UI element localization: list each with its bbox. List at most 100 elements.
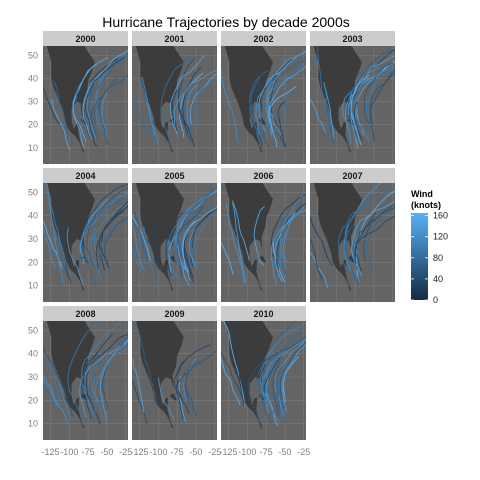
hurricane-track: [132, 246, 145, 279]
hurricane-track: [176, 205, 205, 276]
hurricane-track: [310, 236, 323, 280]
hurricane-track: [95, 204, 128, 269]
y-tick-label: 10: [28, 143, 38, 153]
x-tick-label: -25: [208, 447, 221, 457]
hurricane-track: [316, 46, 332, 141]
y-tick-label: 30: [28, 97, 38, 107]
y-tick-label: 30: [28, 234, 38, 244]
x-tick-label: -75: [171, 447, 184, 457]
hurricane-track: [189, 73, 217, 125]
hurricane-track: [249, 102, 261, 144]
gulf-of-california: [145, 372, 151, 394]
hurricane-track: [72, 57, 109, 149]
hurricane-track: [231, 323, 245, 407]
hurricane-track: [176, 359, 186, 403]
facet-label: 2010: [253, 309, 273, 319]
hurricane-track: [51, 98, 71, 151]
y-tick-label: 20: [28, 257, 38, 267]
hurricane-track: [186, 84, 199, 127]
facet-strip: [43, 168, 128, 183]
hurricane-track: [134, 211, 148, 261]
x-tick-label: -25: [297, 447, 310, 457]
hurricane-track: [169, 55, 205, 134]
hurricane-track: [280, 342, 306, 409]
hurricane-track: [277, 372, 287, 425]
hurricane-track: [355, 62, 395, 136]
facet-strip: [310, 168, 395, 183]
hurricane-track: [268, 86, 297, 148]
facet-panels: 2000 2001 2002 2003 2004 2005 2006 2007 2008 2009…: [43, 31, 395, 440]
hurricane-track: [98, 100, 109, 146]
hurricane-track: [172, 200, 217, 266]
hurricane-track: [99, 340, 128, 423]
hurricane-track: [221, 241, 234, 275]
y-tick-label: 20: [28, 120, 38, 130]
x-tick-label: -50: [100, 447, 113, 457]
hurricane-track: [81, 321, 122, 416]
hurricane-track: [66, 227, 85, 286]
x-tick-label: -100: [238, 447, 256, 457]
hurricane-track: [177, 88, 189, 133]
land-mass: [347, 255, 356, 263]
hurricane-track: [184, 349, 217, 406]
hurricane-track: [253, 206, 265, 266]
hurricane-track: [93, 74, 128, 126]
hurricane-track: [132, 213, 151, 261]
facet-panel-2002: 2002: [221, 31, 306, 164]
hurricane-track: [260, 337, 306, 414]
facet-strip: [132, 306, 217, 321]
facet-label: 2001: [164, 34, 184, 44]
y-axes: 10 20 30 40 50 10 20 30 40 50 10 20 30 40 50: [28, 50, 38, 428]
hurricane-track: [261, 365, 269, 402]
hurricane-track: [221, 351, 245, 404]
hurricane-track: [173, 69, 217, 125]
hurricane-track: [87, 53, 128, 125]
y-tick-label: 50: [28, 187, 38, 197]
facet-label: 2003: [342, 34, 362, 44]
legend-tick-label: 120: [433, 232, 448, 242]
facet-label: 2008: [75, 309, 95, 319]
hurricane-track: [177, 187, 217, 267]
facet-label: 2000: [75, 34, 95, 44]
facet-strip: [132, 31, 217, 46]
x-axis: -125 -100 -75 -50 -25-125 -100 -75 -50 -25-125 -1…: [42, 447, 311, 457]
land-mass: [132, 183, 184, 291]
facet-label: 2004: [75, 171, 95, 181]
hurricane-track: [86, 333, 128, 425]
hurricane-track: [57, 379, 71, 420]
hurricane-track: [310, 215, 333, 266]
hurricane-track: [260, 327, 304, 416]
x-tick-label: -125: [220, 447, 238, 457]
hurricane-track: [132, 93, 149, 136]
hurricane-track: [90, 226, 102, 281]
hurricane-track: [255, 50, 306, 135]
hurricane-track: [99, 217, 128, 278]
hurricane-track: [178, 72, 204, 138]
x-tick-label: -125: [131, 447, 149, 457]
x-tick-label: -100: [60, 447, 78, 457]
hurricane-track: [250, 70, 270, 148]
hurricane-track: [43, 347, 74, 417]
hurricane-track: [93, 202, 128, 262]
legend-tick-label: 160: [433, 211, 448, 221]
hurricane-track: [280, 192, 306, 270]
hurricane-track: [369, 68, 395, 142]
x-tick-label: -75: [260, 447, 273, 457]
hurricane-track: [85, 56, 125, 147]
hurricane-track: [184, 360, 200, 417]
y-tick-label: 40: [28, 349, 38, 359]
hurricane-track: [221, 68, 239, 144]
hurricane-track: [101, 92, 109, 147]
hurricane-track: [81, 183, 128, 264]
hurricane-track: [79, 192, 128, 261]
hurricane-track: [104, 217, 128, 263]
hurricane-track: [259, 59, 306, 140]
hurricane-track: [195, 78, 217, 124]
hurricane-track: [104, 224, 118, 270]
hurricane-track: [182, 206, 217, 273]
hurricane-track: [274, 337, 306, 417]
facet-panel-2000: 2000: [43, 31, 128, 164]
hurricane-track: [324, 90, 334, 147]
facet-panel-2001: 2001: [132, 31, 217, 164]
hurricane-track: [231, 200, 250, 261]
